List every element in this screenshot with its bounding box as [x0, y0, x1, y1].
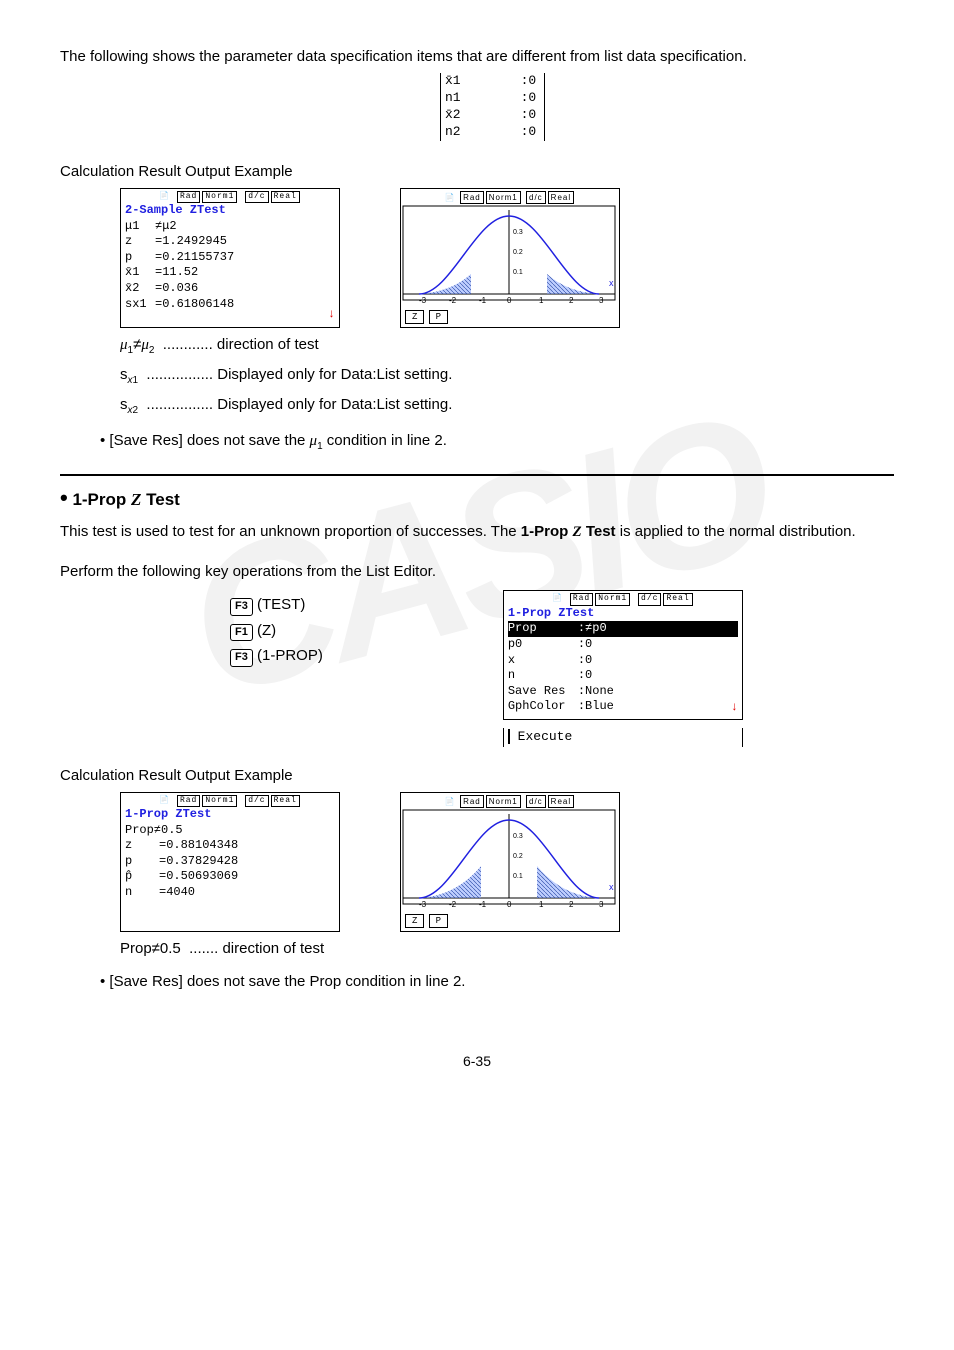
svg-text:3: 3: [599, 900, 604, 909]
svg-text:-2: -2: [449, 296, 457, 305]
two-sample-result-display: 📄 RadNorm1 d/cReal 2-Sample ZTest μ1≠μ2z…: [120, 188, 340, 328]
one-prop-graph: 📄 RadNorm1 d/cReal x -3-2-1 0 123 0.1 0.…: [400, 792, 620, 932]
one-prop-input-display: 📄 RadNorm1 d/cReal 1-Prop ZTest Prop:≠p0…: [503, 590, 743, 720]
svg-text:0: 0: [507, 296, 512, 305]
svg-text:3: 3: [599, 296, 604, 305]
status-bar: 📄 RadNorm1 d/cReal: [125, 191, 335, 203]
status-bar: 📄 RadNorm1 d/cReal: [125, 795, 335, 807]
key-operations: F3 (TEST)F1 (Z)F3 (1-PROP): [230, 590, 323, 670]
scroll-down-icon: ↓: [328, 307, 335, 323]
svg-text:0.3: 0.3: [513, 833, 523, 840]
svg-text:2: 2: [569, 296, 574, 305]
svg-text:0: 0: [507, 900, 512, 909]
svg-text:-2: -2: [449, 900, 457, 909]
svg-text:-1: -1: [479, 900, 487, 909]
one-prop-result-title: 1-Prop ZTest: [125, 807, 335, 823]
svg-text:0.3: 0.3: [513, 229, 523, 236]
f3-key: F3: [230, 598, 253, 615]
calc-result-heading-1: Calculation Result Output Example: [60, 161, 894, 182]
svg-text:0.2: 0.2: [513, 853, 523, 860]
save-res-note-1: • [Save Res] does not save the μ1 condit…: [100, 430, 894, 454]
svg-text:1: 1: [539, 296, 544, 305]
svg-text:0.1: 0.1: [513, 269, 523, 276]
status-bar: 📄 RadNorm1 d/cReal: [508, 593, 738, 605]
p-label: P: [429, 310, 448, 325]
two-sample-graph: 📄 RadNorm1 d/cReal x -3-2-1 0 123 0.1 0.…: [400, 188, 620, 328]
p-label: P: [429, 914, 448, 929]
svg-text:x: x: [609, 882, 614, 892]
one-prop-result-display: 📄 RadNorm1 d/cReal 1-Prop ZTest Prop≠0.5…: [120, 792, 340, 932]
desc-list-2: Prop≠0.5 ....... direction of test: [120, 938, 894, 959]
normal-curve-graph: x -3-2-1 0 123 0.1 0.2 0.3: [401, 808, 617, 918]
save-res-note-2: • [Save Res] does not save the Prop cond…: [100, 971, 894, 992]
f3-key: F3: [230, 649, 253, 666]
two-sample-title: 2-Sample ZTest: [125, 203, 335, 219]
one-prop-title: 1-Prop ZTest: [508, 606, 738, 622]
perform-text: Perform the following key operations fro…: [60, 561, 894, 582]
svg-text:x: x: [609, 278, 614, 288]
status-bar: 📄 RadNorm1 d/cReal: [401, 793, 619, 808]
calc-result-heading-2: Calculation Result Output Example: [60, 765, 894, 786]
svg-text:1: 1: [539, 900, 544, 909]
intro-text: The following shows the parameter data s…: [60, 46, 894, 67]
scroll-down-icon: ↓: [731, 700, 738, 716]
page-number: 6-35: [60, 1052, 894, 1072]
section-title: • 1-Prop Z Test: [60, 488, 894, 512]
status-bar: 📄 RadNorm1 d/cReal: [401, 189, 619, 204]
svg-text:0.2: 0.2: [513, 249, 523, 256]
svg-text:-1: -1: [479, 296, 487, 305]
normal-curve-graph: x -3-2-1 0 123 0.1 0.2 0.3: [401, 204, 617, 314]
z-label: Z: [405, 914, 424, 929]
svg-text:0.1: 0.1: [513, 873, 523, 880]
z-label: Z: [405, 310, 424, 325]
section-intro: This test is used to test for an unknown…: [60, 521, 894, 543]
f1-key: F1: [230, 624, 253, 641]
param-spec-table: x̄1 n1 x̄2 n2 :0 :0 :0 :0: [440, 73, 894, 141]
svg-text:2: 2: [569, 900, 574, 909]
desc-list-1: μ1≠μ2 ............ direction of testsx1 …: [120, 334, 894, 418]
execute-row: Execute: [503, 728, 743, 746]
